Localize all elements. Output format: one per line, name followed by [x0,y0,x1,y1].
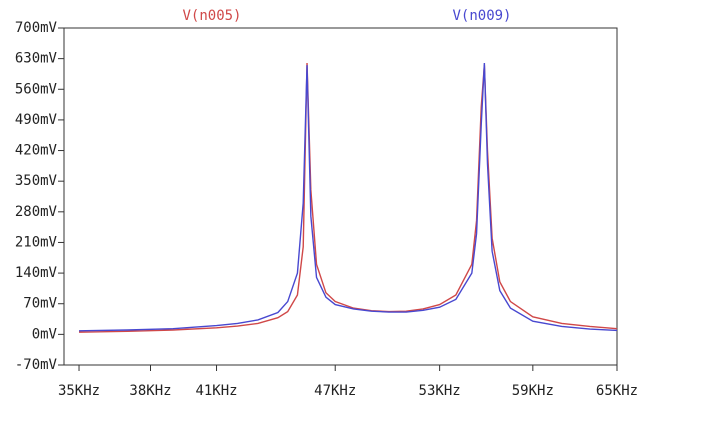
y-tick-label: 560mV [15,81,58,97]
y-tick-label: 490mV [15,112,58,128]
x-tick-label: 53KHz [419,383,461,399]
legend-label: V(n009) [452,8,511,24]
y-tick-label: 280mV [15,204,58,220]
series-line [79,62,618,332]
x-tick-label: 35KHz [58,383,100,399]
y-tick-label: 420mV [15,143,58,159]
y-tick-label: 140mV [15,265,58,281]
y-tick-label: 700mV [15,20,58,36]
x-tick-label: 65KHz [596,383,638,399]
y-tick-label: 0mV [32,326,58,342]
y-tick-label: 70mV [23,296,57,312]
x-tick-label: 41KHz [195,383,237,399]
plot-frame [63,27,618,366]
x-tick-label: 47KHz [314,383,356,399]
y-tick-label: 350mV [15,173,58,189]
y-tick-label: 630mV [15,51,58,67]
y-tick-label: -70mV [15,357,58,373]
x-tick-label: 59KHz [512,383,554,399]
y-tick-label: 210mV [15,234,58,250]
x-tick-label: 38KHz [129,383,171,399]
legend-label: V(n005) [182,8,241,24]
series-line [79,62,618,333]
